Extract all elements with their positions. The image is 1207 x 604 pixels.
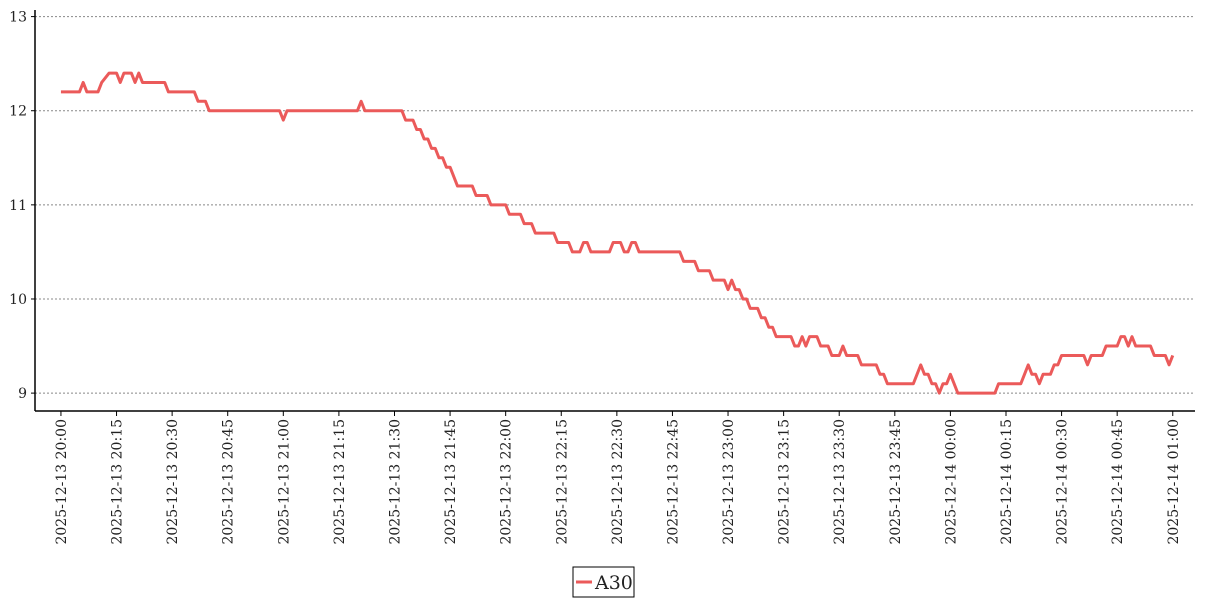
x-tick-label: 2025-12-13 20:00 [54, 419, 70, 545]
legend-label: A30 [594, 572, 633, 594]
x-tick-label: 2025-12-13 22:15 [554, 419, 570, 545]
x-tick-label: 2025-12-13 23:15 [777, 419, 793, 545]
y-tick-label: 11 [9, 198, 27, 214]
x-tick-label: 2025-12-13 22:45 [665, 419, 681, 545]
y-tick-label: 13 [9, 10, 27, 26]
x-tick-label: 2025-12-13 23:00 [721, 419, 737, 545]
x-tick-label: 2025-12-13 23:30 [832, 419, 848, 545]
x-tick-label: 2025-12-13 23:45 [888, 419, 904, 545]
x-tick-label: 2025-12-13 20:15 [110, 419, 126, 545]
x-tick-label: 2025-12-14 00:30 [1055, 419, 1071, 545]
x-tick-label: 2025-12-13 22:30 [610, 419, 626, 545]
y-tick-label: 9 [18, 386, 27, 402]
x-tick-label: 2025-12-13 21:15 [332, 419, 348, 545]
y-tick-label: 10 [9, 292, 27, 308]
y-tick-label: 12 [9, 104, 27, 120]
x-tick-label: 2025-12-14 00:00 [943, 419, 959, 545]
x-tick-label: 2025-12-14 00:45 [1110, 419, 1126, 545]
x-tick-label: 2025-12-13 22:00 [499, 419, 515, 545]
x-tick-label: 2025-12-13 21:30 [387, 419, 403, 545]
data-line [60, 71, 1175, 395]
x-tick-label: 2025-12-14 01:00 [1166, 419, 1182, 545]
x-tick-label: 2025-12-13 20:45 [221, 419, 237, 545]
x-tick-label: 2025-12-13 21:45 [443, 419, 459, 545]
x-tick-label: 2025-12-13 21:00 [276, 419, 292, 545]
x-tick-label: 2025-12-14 00:15 [999, 419, 1015, 545]
x-tick-label: 2025-12-13 20:30 [165, 419, 181, 545]
